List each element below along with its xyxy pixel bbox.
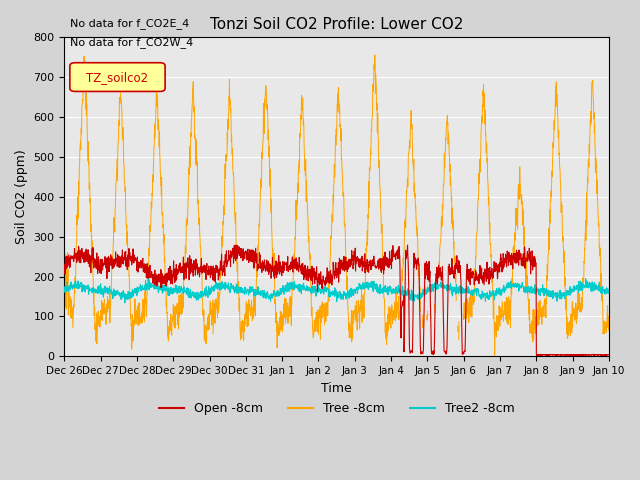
Y-axis label: Soil CO2 (ppm): Soil CO2 (ppm): [15, 149, 28, 244]
Text: No data for f_CO2W_4: No data for f_CO2W_4: [70, 37, 193, 48]
Title: Tonzi Soil CO2 Profile: Lower CO2: Tonzi Soil CO2 Profile: Lower CO2: [210, 17, 463, 32]
FancyBboxPatch shape: [70, 63, 165, 91]
Legend: Open -8cm, Tree -8cm, Tree2 -8cm: Open -8cm, Tree -8cm, Tree2 -8cm: [154, 397, 520, 420]
X-axis label: Time: Time: [321, 382, 352, 395]
Text: TZ_soilco2: TZ_soilco2: [86, 71, 148, 84]
Text: No data for f_CO2E_4: No data for f_CO2E_4: [70, 18, 189, 29]
